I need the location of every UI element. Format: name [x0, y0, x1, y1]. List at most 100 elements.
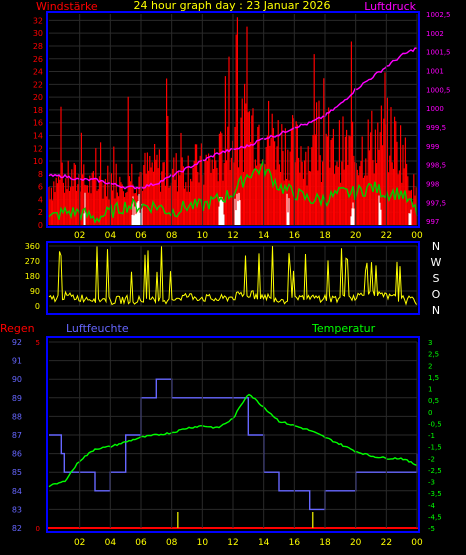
humidity-tick-label: 90	[12, 375, 22, 384]
humidity-panel-frame	[46, 336, 420, 533]
temperature-tick-label: -4,5	[428, 513, 442, 521]
compass-label: O	[432, 288, 441, 301]
temperature-tick-label: -5	[428, 525, 435, 533]
time-tick-label: 00	[411, 538, 423, 548]
pressure-tick-label: 1000,5	[426, 86, 451, 94]
time-tick-label: 02	[74, 538, 85, 548]
humidity-line	[49, 378, 418, 511]
wind-tick-label: 28	[33, 42, 43, 51]
humidity-tick-label: 88	[12, 412, 22, 421]
wind-tick-label: 4	[38, 195, 43, 204]
time-tick-label: 06	[135, 231, 147, 241]
temperature-tick-label: -4	[428, 502, 436, 510]
time-tick-label: 04	[105, 538, 117, 548]
rain-event-marks	[83, 192, 412, 225]
direction-grid	[49, 245, 418, 307]
pressure-tick-label: 1002,5	[426, 11, 451, 19]
pressure-tick-label: 998,5	[426, 162, 446, 170]
humidity-tick-label: 85	[12, 468, 22, 477]
temperature-tick-label: -3,5	[428, 490, 442, 498]
pressure-tick-label: 1001,5	[426, 49, 451, 57]
time-tick-label: 22	[381, 538, 392, 548]
chart-title: 24 hour graph day : 23 Januar 2026	[134, 0, 331, 12]
pressure-tick-label: 997	[426, 218, 439, 226]
wind-tick-label: 10	[33, 157, 43, 166]
wind-tick-label: 24	[33, 68, 43, 77]
pressure-tick-label: 1000	[426, 105, 444, 113]
time-tick-label: 16	[289, 231, 301, 241]
wind-tick-label: 6	[38, 183, 43, 192]
rain-ticks-marks	[177, 512, 314, 528]
wind-tick-label: 12	[33, 144, 43, 153]
humidity-tick-label: 92	[12, 338, 22, 347]
temperature-ticks: 3 2,5 2 1,5 1 0,5 0 -0,5 -1 -1,5 -2 -2,5 -3 -3,5 -4 -4,…	[428, 339, 442, 533]
wind-tick-label: 22	[33, 80, 43, 89]
humidity-ticks: 82 83 84 85 86 87 88 89 90 91 92	[12, 338, 22, 533]
time-tick-label: 16	[289, 538, 301, 548]
temperature-tick-label: 0,5	[428, 397, 439, 405]
rain-axis-ticks: 05	[36, 339, 40, 533]
wind-tick-label: 30	[33, 29, 43, 38]
wind-tick-label: 8	[38, 170, 43, 179]
time-tick-label: 04	[105, 231, 117, 241]
humidity-tick-label: 89	[12, 394, 22, 403]
pressure-tick-label: 998	[426, 181, 439, 189]
wind-time-ticks: 02 04 06 08 10 12 14 16 18 20 22 00	[74, 14, 423, 241]
pressure-tick-label: 999,5	[426, 124, 446, 132]
rain-tick-label: 0	[36, 525, 40, 533]
compass-label: S	[433, 272, 440, 285]
time-tick-label: 00	[411, 231, 423, 241]
time-tick-label: 18	[319, 231, 331, 241]
pressure-tick-label: 1001	[426, 68, 444, 76]
humidity-tick-label: 86	[12, 450, 22, 459]
direction-panel-frame	[46, 241, 420, 315]
humidity-time-ticks: 02 04 06 08 10 12 14 16 18 20 22 00	[74, 342, 423, 548]
time-tick-label: 08	[166, 538, 178, 548]
pressure-tick-label: 997,5	[426, 199, 446, 207]
temperature-tick-label: 3	[428, 339, 432, 347]
wind-tick-label: 0	[38, 221, 43, 230]
direction-line	[48, 246, 417, 306]
direction-tick-label: 180	[25, 272, 40, 281]
humidity-tick-label: 91	[12, 357, 22, 366]
rain-tick-label: 5	[36, 339, 40, 347]
temperature-tick-label: -2,5	[428, 467, 442, 475]
rain-axis-label: Regen	[0, 322, 35, 335]
compass-label: N	[432, 240, 440, 253]
temperature-tick-label: 1,5	[428, 374, 439, 382]
time-tick-label: 10	[197, 538, 209, 548]
time-tick-label: 22	[381, 231, 392, 241]
temperature-tick-label: -3	[428, 479, 435, 487]
time-tick-label: 20	[350, 231, 362, 241]
humidity-tick-label: 82	[12, 524, 22, 533]
time-tick-label: 18	[319, 538, 331, 548]
temperature-tick-label: -2	[428, 455, 435, 463]
temperature-axis-label: Temperatur	[311, 322, 376, 335]
time-tick-label: 20	[350, 538, 362, 548]
pressure-axis-label: Luftdruck	[364, 0, 416, 13]
humidity-tick-label: 83	[12, 505, 22, 514]
temperature-tick-label: 2	[428, 362, 432, 370]
time-tick-label: 02	[74, 231, 85, 241]
temperature-tick-label: 1	[428, 386, 432, 394]
pressure-tick-label: 999	[426, 143, 439, 151]
wind-bars	[48, 17, 417, 225]
temperature-tick-label: -1,5	[428, 444, 442, 452]
time-tick-label: 06	[135, 538, 147, 548]
humidity-tick-label: 84	[12, 487, 22, 496]
wind-tick-label: 18	[33, 106, 43, 115]
time-tick-label: 14	[258, 231, 270, 241]
wind-tick-label: 14	[33, 131, 43, 140]
wind-axis-label: Windstärke	[36, 0, 98, 13]
temperature-tick-label: 2,5	[428, 351, 439, 359]
wind-panel-frame	[46, 11, 420, 228]
wind-tick-label: 16	[33, 119, 43, 128]
humidity-tick-label: 87	[12, 431, 22, 440]
temperature-tick-label: -1	[428, 432, 435, 440]
direction-tick-label: 90	[30, 287, 40, 296]
